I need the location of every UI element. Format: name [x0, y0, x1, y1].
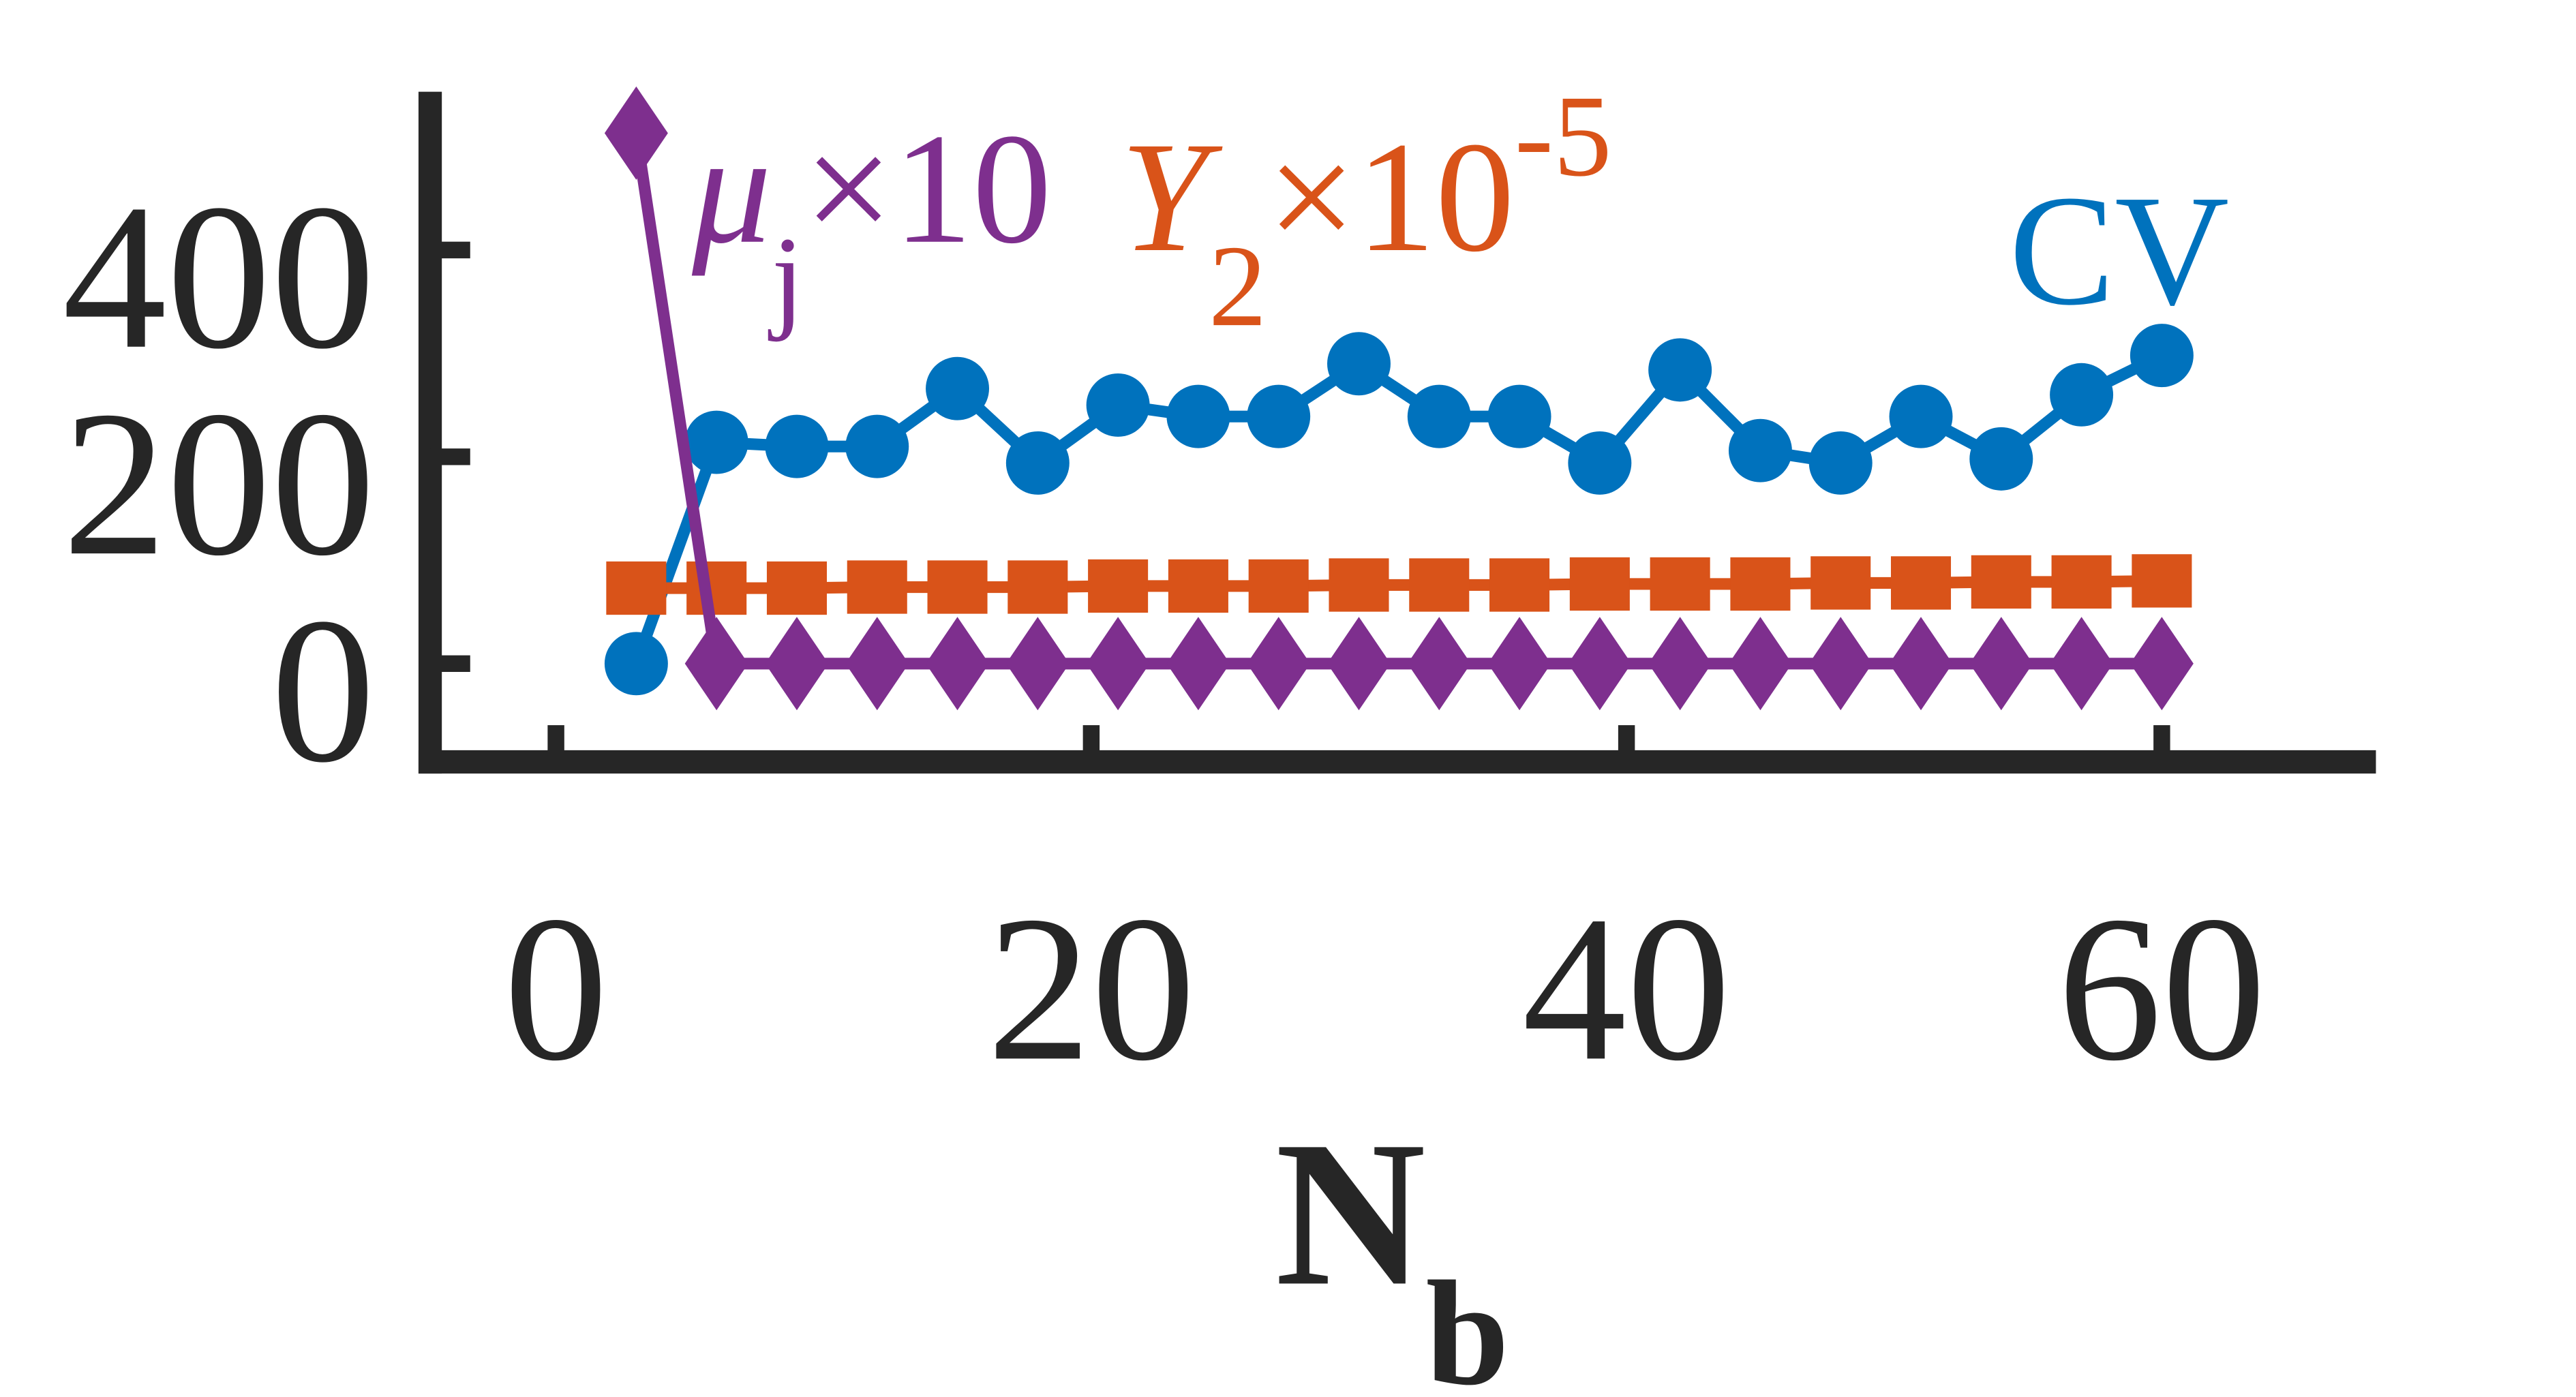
annotation: Y2×10-5 [1121, 72, 1612, 351]
point [2130, 617, 2194, 711]
point [1969, 617, 2033, 711]
point [1808, 431, 1873, 495]
x-tick-label: 60 [2058, 874, 2267, 1104]
point [1166, 384, 1230, 448]
point [1648, 338, 1712, 402]
point [1248, 559, 1309, 613]
point [1086, 373, 1150, 437]
point [1728, 617, 1792, 711]
annotation-sub: j [768, 213, 804, 343]
annotation: μj×10 [691, 102, 1052, 343]
point [1487, 617, 1551, 711]
point [684, 410, 748, 474]
point [604, 86, 668, 180]
annotation-suffix: ×10 [804, 102, 1051, 277]
point [1329, 558, 1389, 612]
point [1088, 559, 1149, 613]
point [1489, 558, 1550, 612]
point [1568, 431, 1632, 495]
annotation-text: CV [2009, 163, 2229, 338]
x-label-main: N [1275, 1099, 1426, 1330]
y-tick-label: 200 [63, 369, 376, 599]
point [1810, 556, 1871, 610]
point [1407, 384, 1471, 448]
series [606, 554, 2192, 615]
point [1247, 384, 1311, 448]
point [1889, 384, 1953, 448]
y-tick-label: 400 [63, 162, 376, 393]
point [1569, 557, 1630, 611]
point [1166, 617, 1230, 711]
point [1889, 617, 1953, 711]
annotation-text: μ [691, 102, 772, 277]
x-tick-label: 0 [504, 874, 608, 1104]
point [2050, 617, 2114, 711]
point [1007, 560, 1068, 614]
point [1005, 431, 1070, 495]
point [926, 356, 990, 420]
point [1728, 418, 1792, 482]
annotation-sup: -5 [1515, 72, 1612, 201]
point [686, 561, 747, 615]
annotation-suffix: ×10 [1267, 110, 1515, 285]
point [1969, 427, 2033, 491]
point [1971, 555, 2031, 609]
annotation-sub: 2 [1209, 221, 1267, 351]
point [926, 617, 990, 711]
annotation-text: Y [1121, 110, 1223, 285]
point [845, 414, 909, 478]
y-tick-label: 0 [271, 576, 375, 806]
x-label-sub: b [1426, 1250, 1509, 1397]
point [1168, 559, 1228, 613]
point [2050, 363, 2114, 427]
point [1005, 617, 1070, 711]
point [1327, 617, 1391, 711]
point [1407, 617, 1471, 711]
x-tick-label: 40 [1522, 874, 1731, 1104]
x-axis-label: Nb [1275, 1099, 1509, 1397]
point [1648, 617, 1712, 711]
point [2132, 554, 2192, 608]
point [765, 414, 829, 478]
point [1327, 332, 1391, 396]
point [1730, 557, 1791, 611]
point [1890, 556, 1952, 610]
point [2130, 324, 2194, 388]
point [1409, 558, 1470, 612]
point [604, 632, 668, 696]
point [765, 617, 829, 711]
point [1568, 617, 1632, 711]
point [1247, 617, 1311, 711]
series [604, 324, 2194, 696]
point [606, 561, 667, 615]
series [604, 86, 2194, 711]
point [1650, 557, 1710, 611]
point [2051, 555, 2112, 609]
point [684, 617, 748, 711]
point [1086, 617, 1150, 711]
annotation: CV [2009, 163, 2229, 338]
x-tick-label: 20 [987, 874, 1196, 1104]
point [845, 617, 909, 711]
point [847, 560, 907, 614]
point [1808, 617, 1873, 711]
point [766, 561, 827, 615]
point [1487, 384, 1551, 448]
point [927, 560, 988, 614]
